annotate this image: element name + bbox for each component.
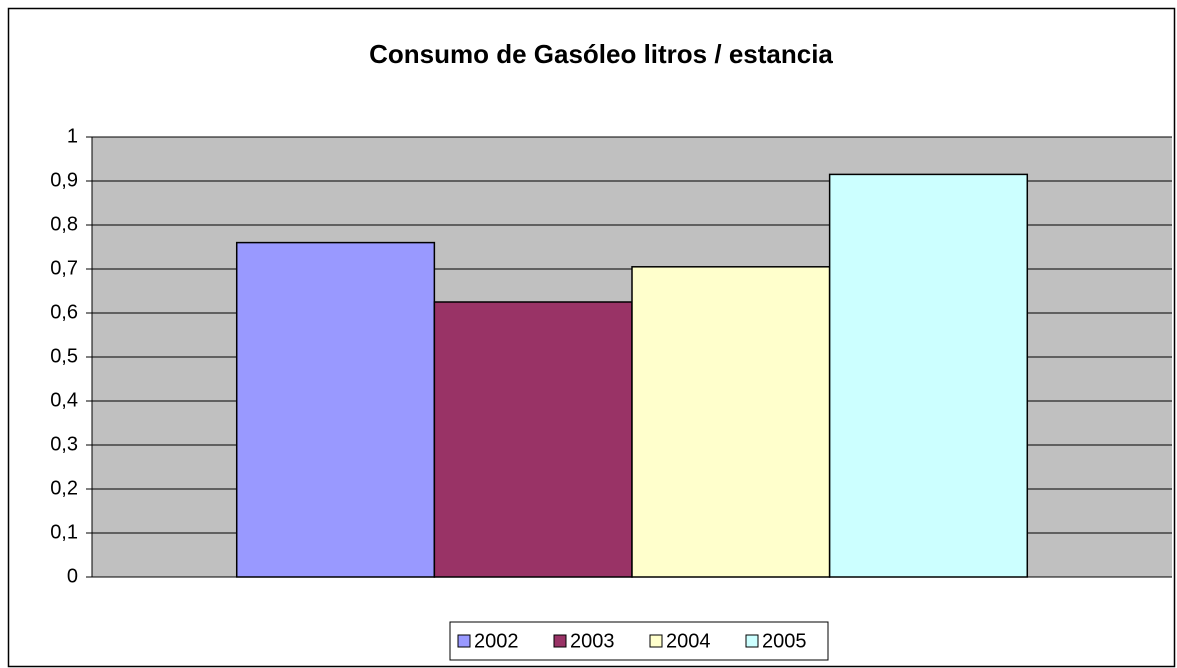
y-tick-label: 0,1 xyxy=(50,521,78,543)
legend-label: 2005 xyxy=(762,630,807,652)
y-tick-label: 0,5 xyxy=(50,345,78,367)
bar xyxy=(828,173,1029,578)
legend-label: 2004 xyxy=(666,630,711,652)
legend-label: 2003 xyxy=(570,630,615,652)
legend-label: 2002 xyxy=(474,630,519,652)
bar xyxy=(433,301,633,578)
y-tick-label: 0,7 xyxy=(50,257,78,279)
legend-swatch xyxy=(553,634,567,648)
bar xyxy=(631,266,831,578)
legend-swatch xyxy=(745,634,759,648)
y-tick-label: 0,6 xyxy=(50,301,78,323)
y-tick-label: 0,3 xyxy=(50,433,78,455)
legend-swatch xyxy=(649,634,663,648)
y-tick-label: 0,4 xyxy=(50,389,78,411)
y-tick-label: 0,9 xyxy=(50,169,78,191)
y-tick-label: 0,2 xyxy=(50,477,78,499)
legend-box xyxy=(449,621,829,661)
y-tick-label: 1 xyxy=(67,125,78,147)
y-tick-label: 0 xyxy=(67,565,78,587)
chart-title: Consumo de Gasóleo litros / estancia xyxy=(369,39,833,69)
y-tick-label: 0,8 xyxy=(50,213,78,235)
legend-swatch xyxy=(457,634,471,648)
bar xyxy=(235,241,436,578)
